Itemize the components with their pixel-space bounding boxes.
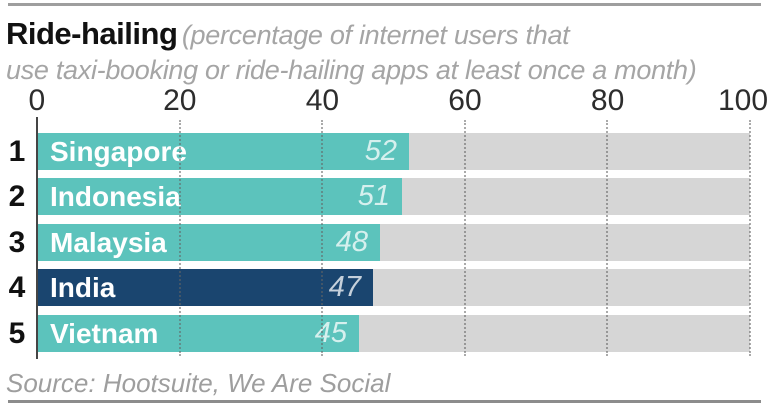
source-credit: Source: Hootsuite, We Are Social xyxy=(6,368,391,398)
x-axis-tick-label: 80 xyxy=(590,84,625,117)
bar: Indonesia 51 xyxy=(38,178,402,215)
bar-row: 5 Vietnam 45 xyxy=(0,315,769,352)
bar-track: Malaysia 48 xyxy=(38,224,750,261)
x-axis-tick-label: 100 xyxy=(718,84,769,117)
bar-row: 4 India 47 xyxy=(0,269,769,306)
chart-title: Ride-hailing xyxy=(6,16,178,51)
country-label: India xyxy=(50,271,116,303)
bar: Singapore 52 xyxy=(38,133,409,170)
bar-row: 3 Malaysia 48 xyxy=(0,224,769,261)
value-label: 48 xyxy=(335,226,368,258)
rank-label: 1 xyxy=(8,135,26,168)
bar-track: India 47 xyxy=(38,269,750,306)
value-label: 47 xyxy=(328,271,361,303)
gridline xyxy=(463,120,466,356)
chart-subtitle-line1: (percentage of internet users that xyxy=(181,20,570,50)
country-label: Indonesia xyxy=(50,180,181,212)
x-axis-tick-label: 60 xyxy=(448,84,482,117)
bar-row: 2 Indonesia 51 xyxy=(0,178,769,215)
x-axis-tick-label: 0 xyxy=(28,84,46,117)
headline: Ride-hailing (percentage of internet use… xyxy=(6,18,751,90)
bar: India 47 xyxy=(38,269,373,306)
bar: Vietnam 45 xyxy=(38,315,359,352)
bar-track: Singapore 52 xyxy=(38,133,750,170)
country-label: Malaysia xyxy=(50,226,167,258)
rank-label: 4 xyxy=(8,271,26,304)
rank-label: 5 xyxy=(8,317,26,350)
value-label: 45 xyxy=(314,317,347,349)
y-axis-line xyxy=(36,117,38,359)
value-label: 52 xyxy=(364,135,397,167)
bar-track: Indonesia 51 xyxy=(38,178,750,215)
gridline xyxy=(749,120,751,356)
bottom-divider xyxy=(8,400,761,403)
value-label: 51 xyxy=(357,180,390,212)
top-divider xyxy=(8,3,761,6)
rank-label: 3 xyxy=(8,226,26,259)
rank-label: 2 xyxy=(8,180,26,213)
country-label: Vietnam xyxy=(50,317,159,349)
gridline xyxy=(178,120,181,356)
x-axis-tick-label: 40 xyxy=(305,84,340,117)
x-axis-tick-label: 20 xyxy=(163,84,197,117)
country-label: Singapore xyxy=(50,135,187,167)
bar-track: Vietnam 45 xyxy=(38,315,750,352)
gridline xyxy=(606,120,609,356)
bar: Malaysia 48 xyxy=(38,224,380,261)
gridline xyxy=(321,120,324,356)
bar-row: 1 Singapore 52 xyxy=(0,133,769,170)
chart-subtitle-line2: use taxi-booking or ride-hailing apps at… xyxy=(6,55,697,85)
